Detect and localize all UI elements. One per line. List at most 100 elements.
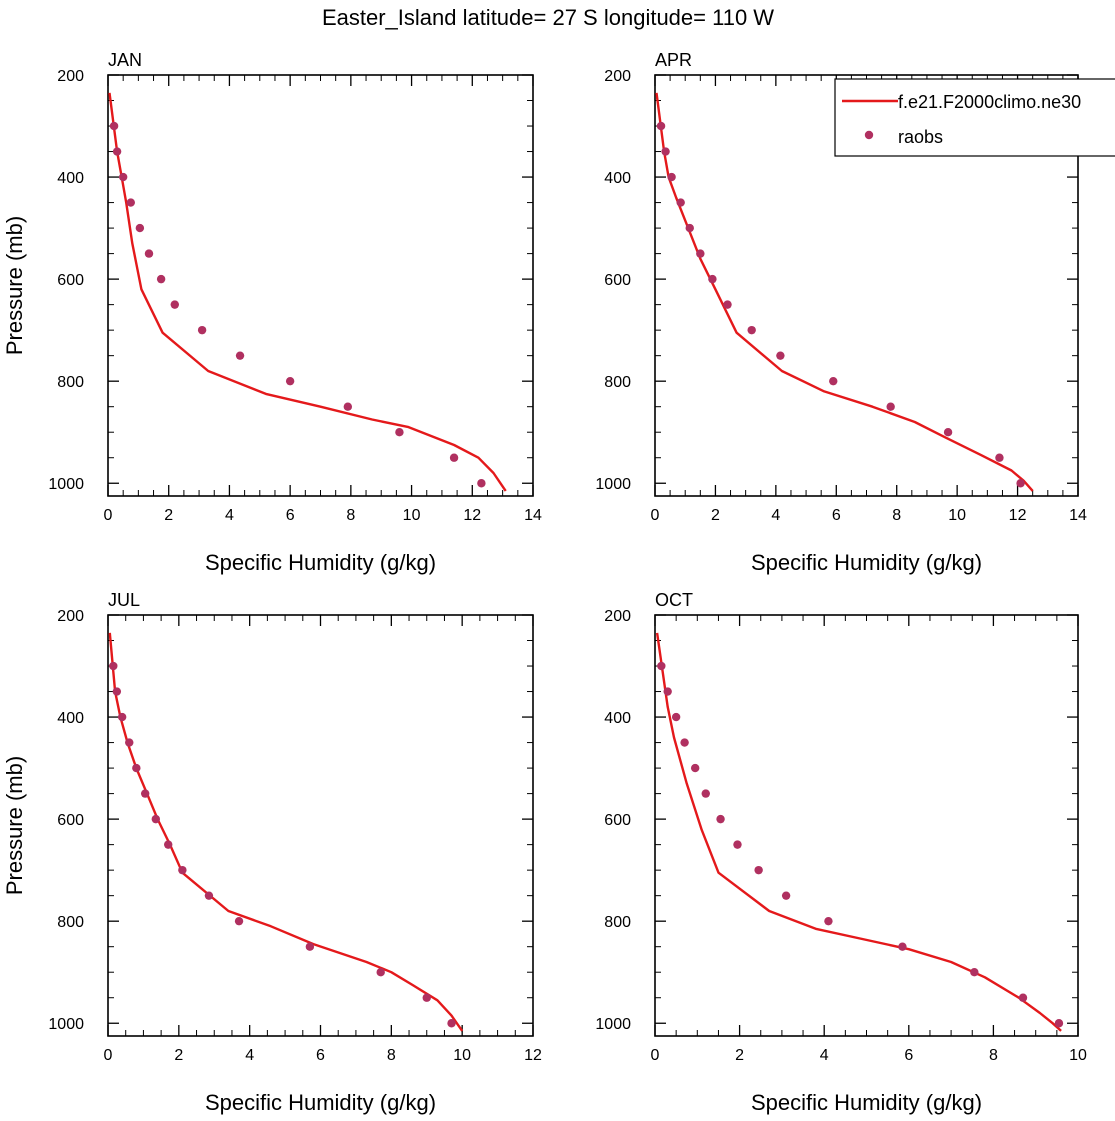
raobs-point — [829, 376, 838, 386]
model-line — [108, 632, 464, 1032]
raobs-point — [109, 121, 119, 131]
raobs-point — [657, 661, 666, 671]
model-line — [108, 92, 507, 492]
panel-label: OCT — [655, 590, 693, 610]
raobs-point — [132, 763, 141, 773]
y-tick-label: 600 — [57, 812, 84, 829]
legend: f.e21.F2000climo.ne30 raobs — [834, 78, 1115, 157]
raobs-point — [156, 274, 166, 284]
x-axis-title: Specific Humidity (g/kg) — [751, 550, 982, 575]
raobs-point — [754, 865, 763, 875]
raobs-point — [164, 840, 173, 849]
raobs-point — [716, 814, 725, 824]
y-axis-title: Pressure (mb) — [2, 216, 27, 355]
raobs-point — [676, 198, 685, 207]
x-tick-label: 6 — [832, 507, 841, 524]
legend-obs-label: raobs — [898, 127, 943, 147]
raobs-point — [125, 738, 134, 747]
raobs-point — [151, 814, 161, 824]
y-tick-label: 800 — [604, 914, 631, 931]
x-tick-label: 12 — [1009, 507, 1027, 524]
raobs-point — [204, 891, 214, 900]
y-tick-label: 1000 — [48, 476, 84, 493]
plot-frame — [654, 614, 1079, 1037]
plot-frame — [107, 74, 534, 497]
raobs-point — [708, 274, 717, 284]
y-tick-label: 400 — [604, 710, 631, 727]
x-tick-label: 12 — [524, 1047, 542, 1064]
raobs-point — [733, 840, 742, 849]
raobs-point — [898, 942, 907, 951]
x-tick-label: 8 — [989, 1047, 998, 1064]
raobs-point — [135, 223, 145, 233]
raobs-point — [663, 687, 672, 696]
x-tick-label: 14 — [1069, 507, 1087, 524]
panel-label: JUL — [108, 590, 140, 610]
y-tick-label: 600 — [604, 272, 631, 289]
y-tick-label: 1000 — [595, 476, 631, 493]
raobs-point — [995, 453, 1004, 462]
y-tick-label: 400 — [604, 170, 631, 187]
raobs-point — [234, 916, 244, 926]
panel-label: APR — [655, 50, 692, 70]
x-tick-label: 4 — [225, 507, 234, 524]
raobs-point — [109, 661, 118, 671]
raobs-point — [723, 300, 732, 309]
raobs-point — [685, 223, 694, 233]
raobs-point — [661, 147, 670, 156]
x-tick-label: 8 — [346, 507, 355, 524]
x-tick-label: 8 — [387, 1047, 396, 1064]
x-tick-label: 12 — [463, 507, 481, 524]
x-tick-label: 0 — [651, 1047, 660, 1064]
raobs-point — [449, 453, 459, 462]
legend-obs-swatch — [864, 130, 874, 140]
raobs-point — [477, 479, 486, 488]
raobs-point — [112, 147, 122, 156]
chart-panel-jan: JAN 0 2 4 6 8 10 12 14 200 400 600 800 1000 Specific H… — [2, 50, 542, 575]
raobs-point — [126, 198, 135, 207]
y-tick-label: 800 — [604, 374, 631, 391]
raobs-point — [656, 121, 666, 131]
raobs-point — [886, 402, 895, 411]
chart-panel-oct: OCT 0 2 4 6 8 10 200 400 600 800 1000 Specific Humid… — [595, 590, 1087, 1115]
plot-frame — [107, 614, 534, 1037]
y-axis-title: Pressure (mb) — [2, 756, 27, 895]
y-tick-label: 400 — [57, 710, 84, 727]
raobs-point — [144, 249, 154, 258]
raobs-point — [696, 249, 705, 258]
raobs-point — [690, 763, 700, 773]
x-tick-label: 14 — [524, 507, 542, 524]
x-tick-label: 0 — [104, 507, 113, 524]
raobs-point — [343, 402, 353, 411]
x-tick-label: 4 — [820, 1047, 829, 1064]
raobs-point — [422, 993, 431, 1002]
raobs-point — [285, 376, 295, 386]
x-axis-title: Specific Humidity (g/kg) — [205, 550, 436, 575]
y-tick-label: 200 — [57, 608, 84, 625]
panel-label: JAN — [108, 50, 142, 70]
y-tick-label: 200 — [57, 68, 84, 85]
raobs-point — [781, 891, 791, 900]
x-tick-label: 2 — [735, 1047, 744, 1064]
x-tick-label: 4 — [771, 507, 780, 524]
x-tick-label: 6 — [904, 1047, 913, 1064]
model-line — [655, 632, 1062, 1032]
x-tick-label: 4 — [245, 1047, 254, 1064]
model-line — [655, 92, 1034, 492]
x-tick-label: 10 — [453, 1047, 471, 1064]
raobs-point — [1016, 479, 1025, 488]
raobs-point — [943, 428, 953, 437]
y-tick-label: 200 — [604, 68, 631, 85]
raobs-point — [118, 172, 128, 182]
y-tick-label: 800 — [57, 374, 84, 391]
raobs-point — [178, 865, 187, 875]
raobs-point — [112, 687, 122, 696]
legend-model-label: f.e21.F2000climo.ne30 — [898, 92, 1081, 112]
raobs-point — [305, 942, 315, 951]
raobs-point — [1018, 993, 1028, 1002]
x-tick-label: 2 — [711, 507, 720, 524]
x-tick-label: 0 — [651, 507, 660, 524]
chart-panel-jul: JUL 0 2 4 6 8 10 12 200 400 600 800 1000 Specific Hum… — [2, 590, 542, 1115]
raobs-point — [671, 712, 681, 722]
x-tick-label: 10 — [1069, 1047, 1087, 1064]
